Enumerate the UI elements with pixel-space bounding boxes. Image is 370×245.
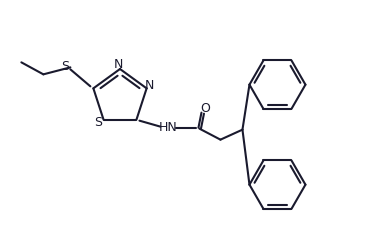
Text: N: N <box>145 79 154 92</box>
Text: HN: HN <box>159 121 178 134</box>
Text: N: N <box>113 58 123 71</box>
Text: O: O <box>201 102 211 115</box>
Text: S: S <box>61 60 69 73</box>
Text: S: S <box>95 116 102 129</box>
